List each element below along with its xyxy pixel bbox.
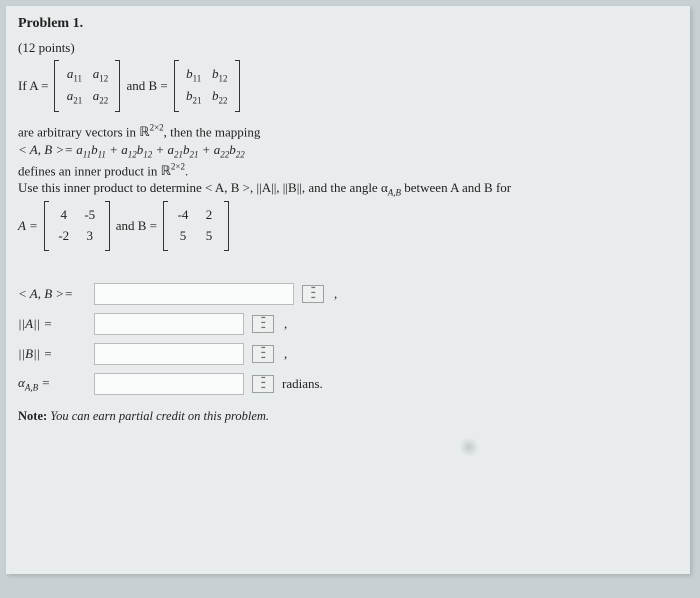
label-norm-a: ||A|| = <box>18 316 86 332</box>
note-bold: Note: <box>18 409 47 423</box>
paragraph-3: Use this inner product to determine < A,… <box>18 179 678 199</box>
if-a-label: If A = <box>18 78 48 94</box>
a-eq-label: A = <box>18 218 38 234</box>
label-norm-b: ||B|| = <box>18 346 86 362</box>
answer-row-norm-b: ||B|| = ▪▪▪▪▪▪▪▪▪ , <box>18 343 678 365</box>
answer-row-norm-a: ||A|| = ▪▪▪▪▪▪▪▪▪ , <box>18 313 678 335</box>
keypad-icon[interactable]: ▪▪▪▪▪▪▪▪▪ <box>252 315 274 333</box>
problem-title: Problem 1. <box>18 16 678 32</box>
input-norm-a[interactable] <box>94 313 244 335</box>
mapping-line: < A, B >= a11b11 + a12b12 + a21b21 + a22… <box>18 141 678 161</box>
label-angle: αA,B = <box>18 375 86 393</box>
comma: , <box>334 286 337 302</box>
matrix-b-symbolic: b11 b12 b21 b22 <box>174 60 240 112</box>
keypad-icon[interactable]: ▪▪▪▪▪▪▪▪▪ <box>252 375 274 393</box>
input-norm-b[interactable] <box>94 343 244 365</box>
para2b: . <box>185 163 188 178</box>
matrix-numeric-row: A = 4 -5 -2 3 and B = -4 2 <box>18 201 678 251</box>
radians-label: radians. <box>282 376 323 392</box>
points-label: (12 points) <box>18 40 678 56</box>
matrix-definition-row: If A = a11 a12 a21 a22 and B = b11 <box>18 60 678 112</box>
note-text: You can earn partial credit on this prob… <box>47 409 269 423</box>
answer-row-angle: αA,B = ▪▪▪▪▪▪▪▪▪ radians. <box>18 373 678 395</box>
comma: , <box>284 346 287 362</box>
problem-page: Problem 1. (12 points) If A = a11 a12 a2… <box>6 6 690 574</box>
para3a: Use this inner product to determine < A,… <box>18 180 388 195</box>
paragraph-1: are arbitrary vectors in ℝ2×2, then the … <box>18 122 678 141</box>
r22b: ℝ2×2 <box>161 163 185 178</box>
matrix-b-numeric: -4 2 5 5 <box>163 201 229 251</box>
note-line: Note: You can earn partial credit on thi… <box>18 409 678 424</box>
comma: , <box>284 316 287 332</box>
and-b-label: and B = <box>126 78 167 94</box>
para3sub: A,B <box>388 188 401 198</box>
label-inner-product: < A, B >= <box>18 286 86 302</box>
matrix-a-symbolic: a11 a12 a21 a22 <box>54 60 120 112</box>
matrix-a-numeric: 4 -5 -2 3 <box>44 201 110 251</box>
keypad-icon[interactable]: ▪▪▪▪▪▪▪▪▪ <box>302 285 324 303</box>
para2a: defines an inner product in <box>18 163 161 178</box>
answer-row-inner-product: < A, B >= ▪▪▪▪▪▪▪▪▪ , <box>18 283 678 305</box>
smudge <box>458 438 480 456</box>
paragraph-2: defines an inner product in ℝ2×2. <box>18 161 678 180</box>
and-b-eq-label: and B = <box>116 218 157 234</box>
r22: ℝ2×2 <box>139 124 163 139</box>
para1b: , then the mapping <box>164 124 261 139</box>
input-inner-product[interactable] <box>94 283 294 305</box>
keypad-icon[interactable]: ▪▪▪▪▪▪▪▪▪ <box>252 345 274 363</box>
input-angle[interactable] <box>94 373 244 395</box>
para1a: are arbitrary vectors in <box>18 124 139 139</box>
para3b: between A and B for <box>401 180 511 195</box>
